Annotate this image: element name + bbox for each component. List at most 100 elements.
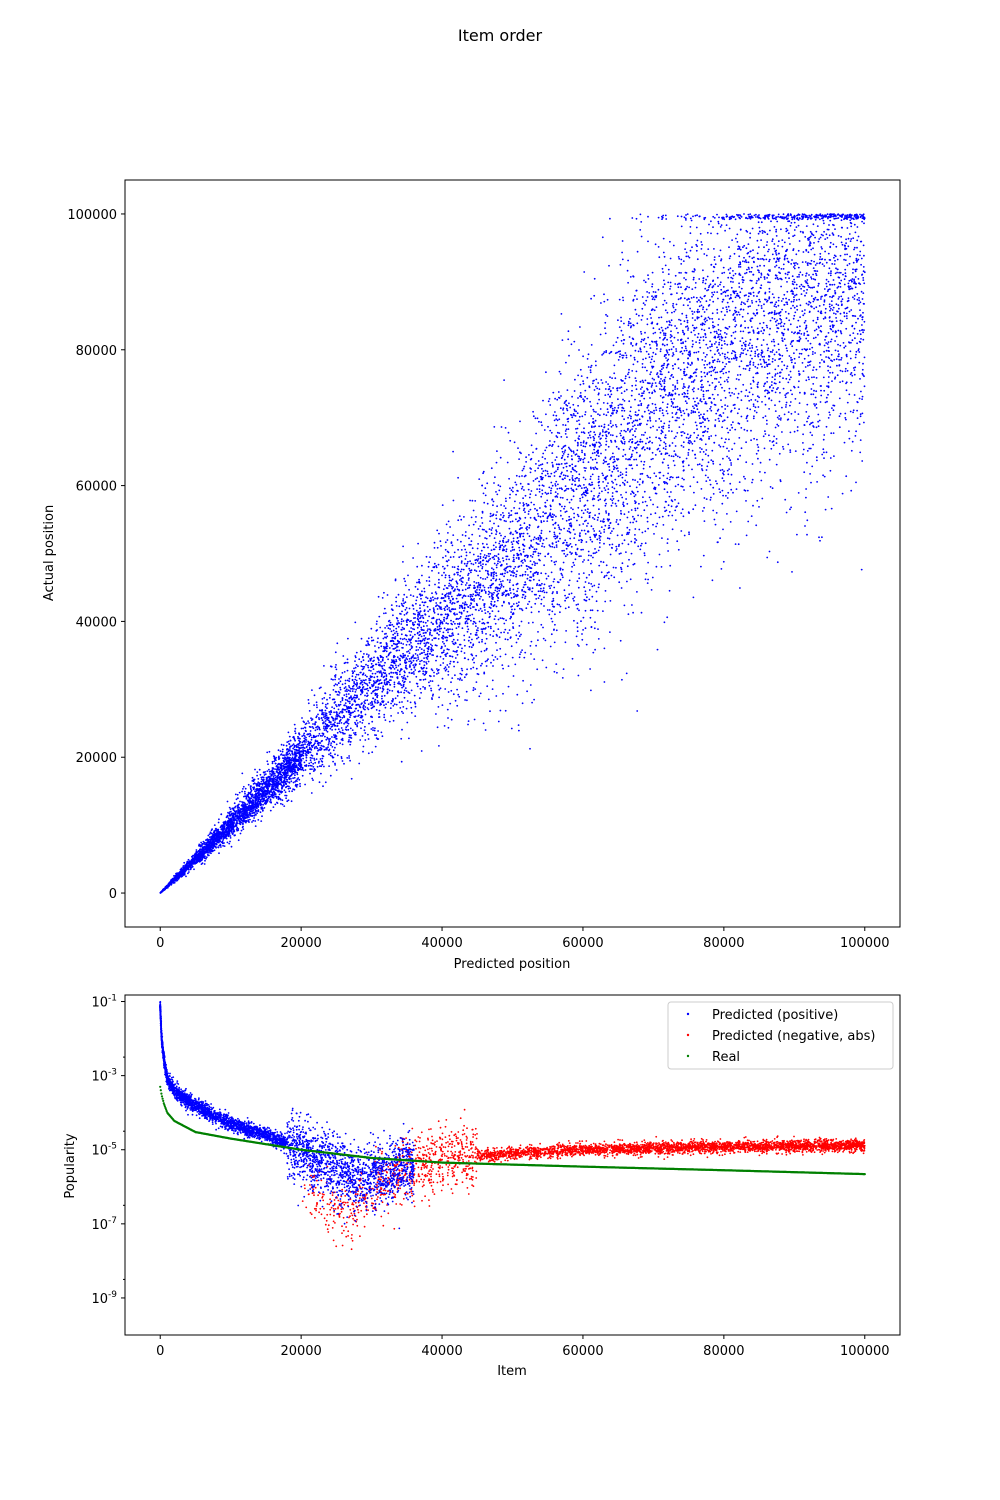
- c1-point: [567, 428, 570, 430]
- c1-point: [648, 412, 651, 415]
- c1-point: [521, 609, 524, 612]
- c1-point: [659, 336, 661, 339]
- c1-point: [677, 408, 679, 411]
- c1-point: [530, 501, 533, 504]
- c1-point: [772, 338, 775, 341]
- c1-point: [496, 587, 499, 590]
- c1-point: [598, 512, 601, 515]
- c1-point: [749, 408, 752, 411]
- c1-point: [598, 480, 601, 483]
- c1-point: [742, 383, 745, 386]
- c1-point: [852, 411, 854, 414]
- c1-point: [517, 447, 519, 449]
- c1-point: [467, 579, 470, 581]
- c1-point: [706, 231, 709, 234]
- c1-point: [697, 332, 700, 335]
- c1-point: [615, 548, 618, 550]
- c1-point: [669, 321, 671, 324]
- c1-point: [854, 356, 857, 359]
- c1-point: [430, 621, 433, 624]
- c1-point: [590, 364, 593, 367]
- c1-point: [310, 717, 312, 720]
- c1-point: [548, 444, 551, 447]
- c1-point: [558, 396, 560, 399]
- c1-point: [487, 610, 489, 613]
- c1-point: [309, 730, 312, 732]
- c1-point: [442, 597, 445, 599]
- c1-point: [511, 486, 514, 489]
- c1-point: [805, 302, 808, 305]
- c1-point: [533, 561, 535, 563]
- c1-point: [813, 376, 815, 378]
- c1-point: [656, 506, 659, 508]
- c1-point: [658, 382, 661, 384]
- c1-point: [373, 656, 375, 659]
- c1-point: [693, 270, 695, 273]
- c1-point: [760, 344, 763, 346]
- c1-point: [525, 502, 528, 505]
- c1-point: [335, 668, 338, 671]
- c1-point: [560, 463, 563, 465]
- c1-point: [398, 605, 401, 608]
- c1-point: [656, 522, 659, 525]
- c1-point: [577, 506, 580, 509]
- c1-point: [674, 388, 676, 390]
- c1-point: [776, 561, 779, 564]
- c1-point: [817, 310, 820, 313]
- c1-point: [790, 216, 793, 219]
- c1-point: [570, 470, 572, 473]
- c1-point: [663, 621, 666, 624]
- c1-point: [760, 305, 763, 307]
- c1-point: [795, 348, 798, 351]
- c1-point: [843, 283, 846, 286]
- c1-point: [334, 651, 337, 654]
- c1-point: [749, 360, 752, 363]
- c1-point: [464, 644, 466, 647]
- c1-point: [287, 799, 290, 802]
- c1-point: [749, 361, 751, 364]
- c1-point: [690, 331, 693, 334]
- c1-point: [713, 256, 716, 258]
- c1-point: [455, 597, 458, 600]
- c1-point: [421, 614, 424, 617]
- c1-point: [559, 407, 562, 410]
- c1-point: [796, 533, 798, 536]
- c1-point: [618, 298, 621, 301]
- c1-point: [451, 566, 454, 568]
- c1-point: [509, 587, 511, 590]
- c1-point: [857, 349, 860, 352]
- c1-point: [541, 659, 544, 662]
- c1-point: [646, 437, 649, 440]
- c1-point: [529, 516, 532, 519]
- c1-point: [667, 268, 670, 271]
- c1-point: [799, 304, 802, 307]
- c1-point: [254, 810, 257, 813]
- c1-point: [692, 508, 695, 511]
- c1-point: [741, 337, 744, 339]
- c1-point: [472, 657, 475, 659]
- c1-point: [822, 474, 824, 477]
- c1-point: [417, 542, 419, 545]
- c1-point: [701, 510, 704, 512]
- c1-point: [813, 286, 815, 289]
- c1-point: [662, 425, 665, 428]
- c1-point: [442, 565, 444, 568]
- c1-point: [519, 420, 521, 423]
- c1-point: [818, 238, 821, 240]
- c1-point: [846, 401, 849, 404]
- c1-point: [839, 286, 842, 288]
- c1-point: [829, 469, 832, 472]
- c1-point: [454, 650, 456, 653]
- c1-point: [611, 456, 614, 458]
- c1-point: [745, 389, 748, 392]
- c1-point: [558, 526, 560, 529]
- c1-point: [404, 654, 406, 657]
- c1-point: [792, 365, 795, 368]
- c1-point: [735, 510, 738, 513]
- c1-point: [691, 449, 694, 452]
- c1-point: [612, 498, 615, 500]
- c1-point: [834, 272, 837, 275]
- c1-point: [777, 215, 779, 218]
- c1-point: [346, 669, 349, 672]
- c1-point: [659, 410, 661, 412]
